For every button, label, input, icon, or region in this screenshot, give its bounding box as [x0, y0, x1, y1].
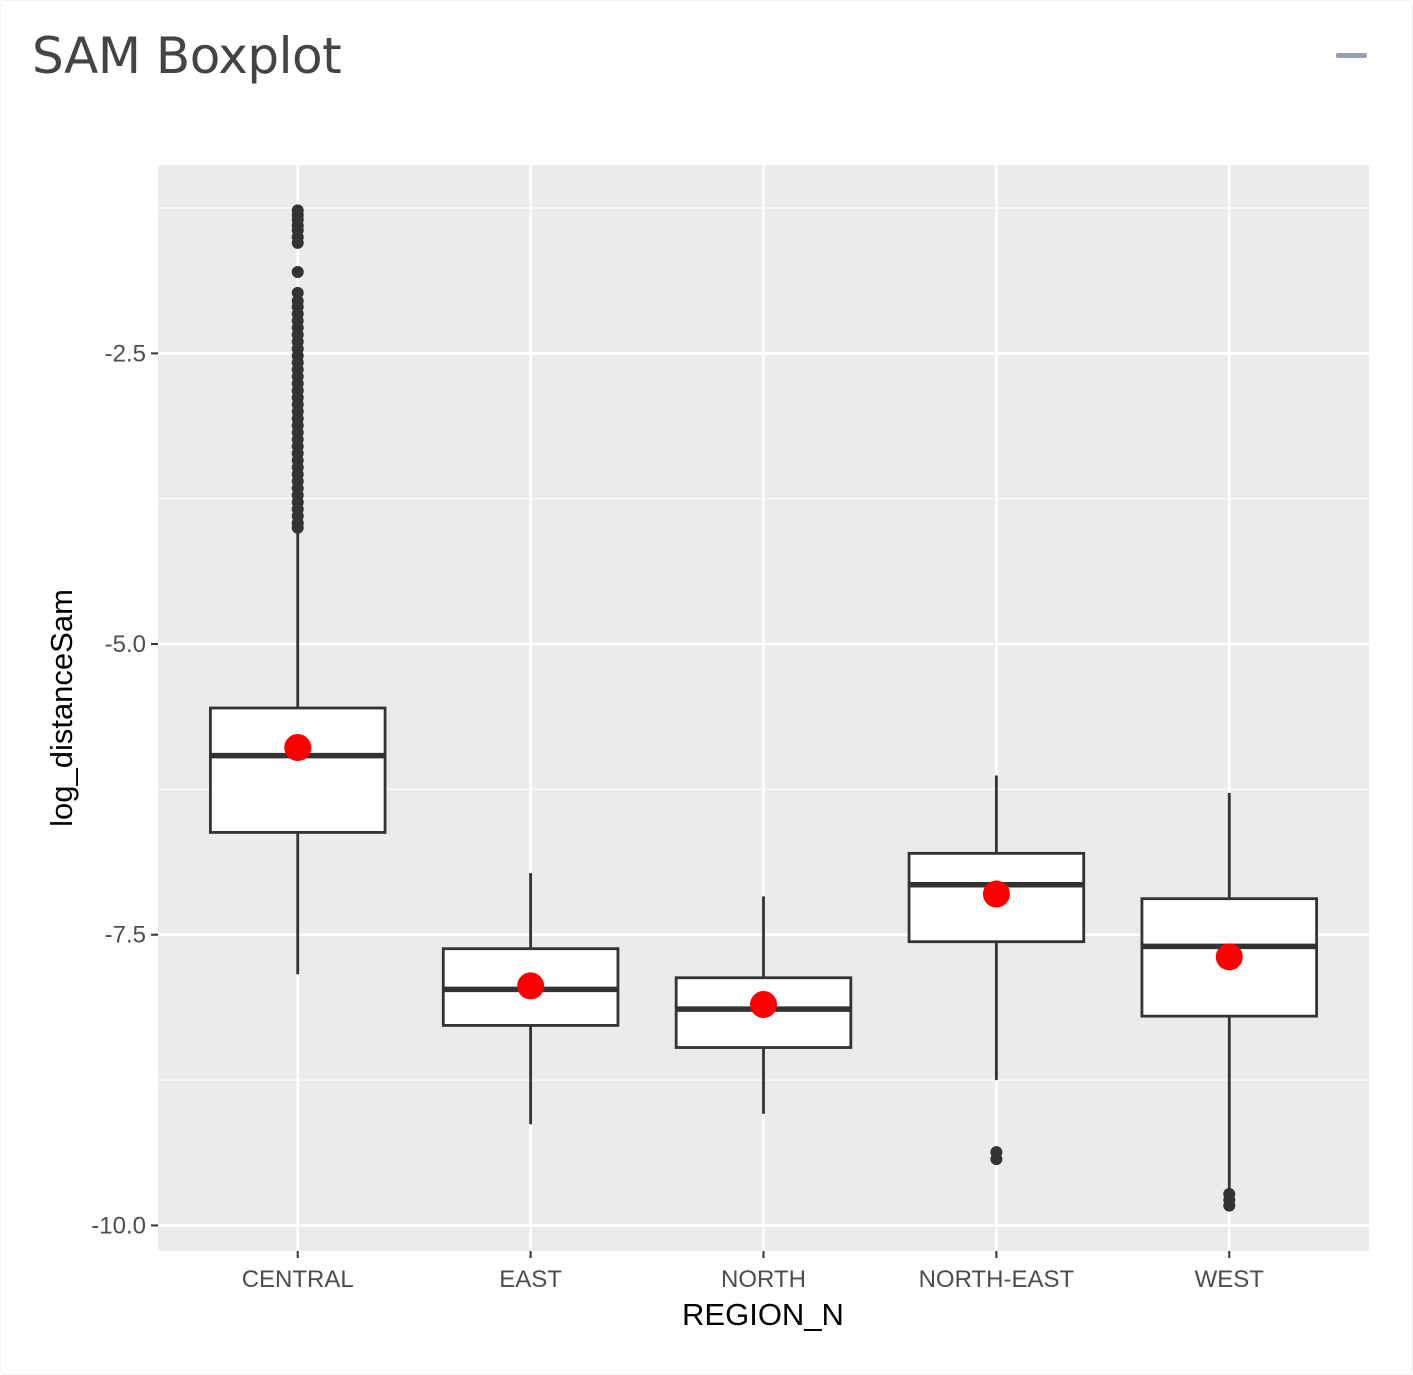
box-west	[1140, 792, 1319, 1212]
mean-point	[1215, 943, 1243, 971]
y-tick-label: -10.0	[91, 1212, 146, 1239]
x-tick-label: NORTH	[721, 1266, 806, 1293]
x-tick-label: NORTH-EAST	[919, 1266, 1075, 1293]
panel-title: SAM Boxplot	[32, 27, 342, 85]
mean-point	[517, 972, 545, 1000]
y-tick-label: -5.0	[105, 631, 146, 658]
outlier-point	[291, 236, 304, 249]
collapse-button[interactable]	[1331, 41, 1371, 71]
mean-point	[982, 880, 1010, 908]
y-axis-title: log_distanceSam	[44, 589, 79, 827]
box-central	[208, 204, 387, 975]
x-tick-label: CENTRAL	[242, 1266, 354, 1293]
outlier-point	[291, 521, 304, 534]
outlier-point	[990, 1153, 1003, 1166]
y-tick-label: -2.5	[105, 340, 146, 367]
minus-icon[interactable]	[1336, 53, 1367, 58]
x-axis: CENTRAL EAST NORTH NORTH-EAST WEST	[242, 1251, 1265, 1293]
x-tick-label: WEST	[1195, 1266, 1265, 1293]
boxes-layer	[208, 204, 1319, 1212]
y-axis: -2.5 -5.0 -7.5 -10.0	[91, 340, 158, 1239]
outlier-point	[291, 265, 304, 278]
box-east	[441, 873, 620, 1125]
x-tick-label: EAST	[499, 1266, 562, 1293]
box-north-east	[907, 775, 1086, 1166]
mean-point	[750, 990, 777, 1018]
outlier-point	[1223, 1199, 1236, 1212]
mean-point	[284, 734, 312, 762]
box-iqr	[208, 706, 387, 834]
x-axis-title: REGION_N	[682, 1297, 844, 1332]
box-iqr	[1140, 897, 1319, 1018]
y-tick-label: -7.5	[105, 922, 146, 949]
box-north	[674, 896, 853, 1114]
